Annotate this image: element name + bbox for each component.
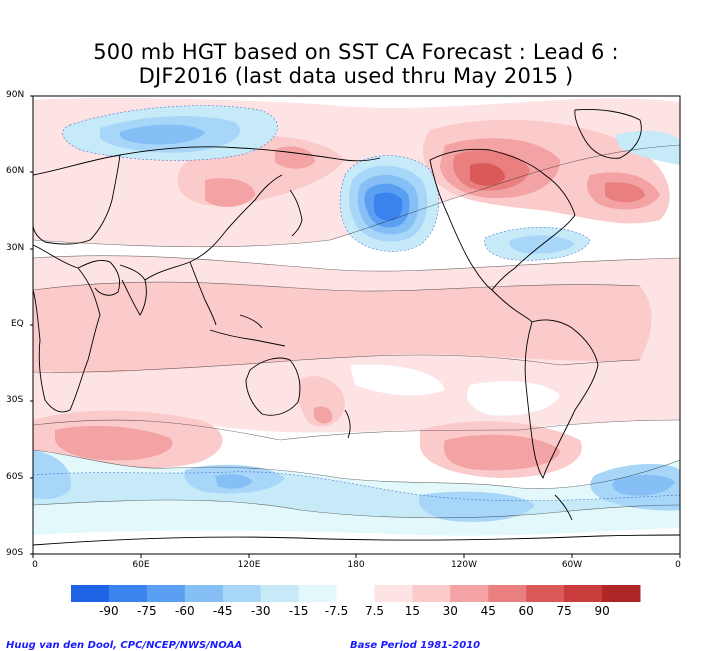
coastlines <box>33 109 680 546</box>
y-label-30s: 30S <box>6 395 24 405</box>
legend-level-label: -7.5 <box>324 604 349 618</box>
legend-swatch <box>298 585 338 602</box>
legend-swatch <box>108 585 148 602</box>
y-label-30n: 30N <box>6 243 25 253</box>
x-label-120e: 120E <box>237 560 261 570</box>
legend-swatch <box>336 585 375 602</box>
x-label-0: 0 <box>32 560 38 570</box>
legend-swatch <box>146 585 186 602</box>
legend-level-label: 90 <box>594 604 610 618</box>
legend-swatch <box>450 585 489 602</box>
legend-level-label: -90 <box>99 604 119 618</box>
legend-swatch <box>374 585 413 602</box>
legend-swatch <box>564 585 603 602</box>
x-label-120w: 120W <box>450 560 478 570</box>
legend-swatch <box>602 585 641 602</box>
axis-ticks <box>30 95 681 558</box>
legend-level-label: 30 <box>442 604 458 618</box>
legend-level-label: -15 <box>288 604 309 618</box>
x-label-60w: 60W <box>561 560 583 570</box>
y-label-90n: 90N <box>6 90 25 100</box>
x-label-180: 180 <box>347 560 365 570</box>
title-line-1: 500 mb HGT based on SST CA Forecast : Le… <box>93 40 619 64</box>
legend-swatch <box>71 585 110 602</box>
legend-swatch <box>488 585 527 602</box>
y-label-60s: 60S <box>6 472 24 482</box>
y-label-60n: 60N <box>6 166 25 176</box>
legend-level-label: -45 <box>212 604 233 618</box>
y-label-90s: 90S <box>6 548 24 558</box>
legend-level-label: -60 <box>174 604 195 618</box>
title-line-2: DJF2016 (last data used thru May 2015 ) <box>138 64 574 88</box>
legend-swatch <box>412 585 451 602</box>
legend-level-label: 75 <box>556 604 572 618</box>
x-label-0-east: 0 <box>675 560 681 570</box>
footer-credit: Huug van den Dool, CPC/NCEP/NWS/NOAA <box>6 640 243 651</box>
footer-base-period: Base Period 1981-2010 <box>350 640 481 651</box>
legend-level-label: 7.5 <box>364 604 385 618</box>
x-label-60e: 60E <box>132 560 150 570</box>
legend-level-label: 45 <box>480 604 496 618</box>
legend-level-label: 15 <box>404 604 421 618</box>
legend-swatch <box>222 585 262 602</box>
y-label-eq: EQ <box>11 319 24 329</box>
legend-level-label: 60 <box>518 604 534 618</box>
legend-level-label: -30 <box>250 604 271 618</box>
legend-swatch <box>184 585 224 602</box>
legend-level-label: -75 <box>137 604 157 618</box>
legend-swatch <box>260 585 300 602</box>
anomaly-field <box>33 96 680 554</box>
legend-swatch <box>526 585 565 602</box>
